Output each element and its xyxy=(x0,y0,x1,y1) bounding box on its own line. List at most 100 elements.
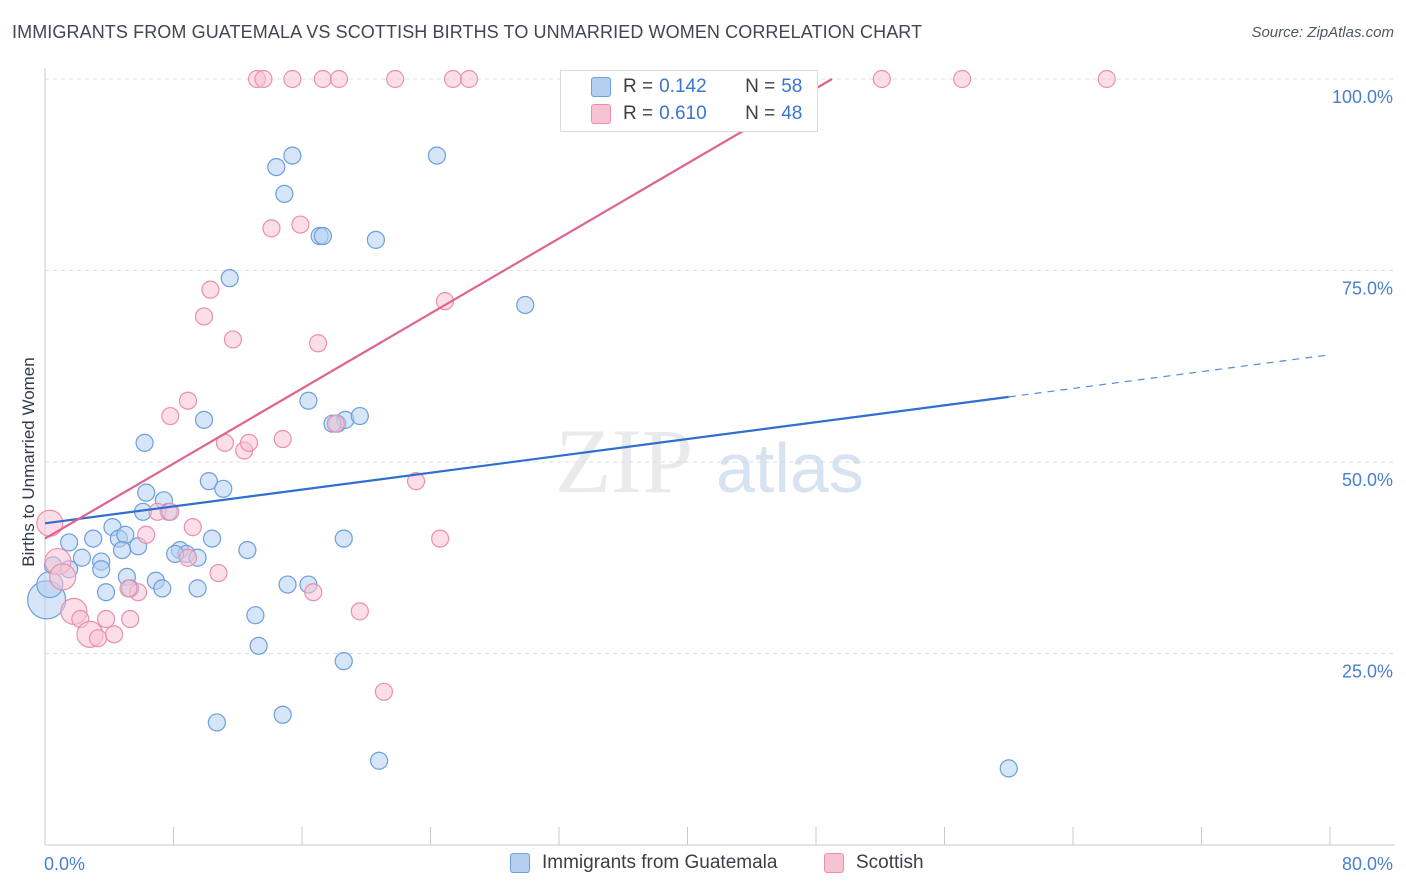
guatemala-point xyxy=(334,652,353,671)
guatemala-swatch xyxy=(510,853,530,873)
scottish-point xyxy=(262,219,281,238)
legend-row-guatemala: R = 0.142 N = 58 xyxy=(561,74,802,100)
scottish-point xyxy=(239,433,259,452)
guatemala-point xyxy=(202,529,222,548)
scottish-point xyxy=(953,69,972,89)
trend-lines xyxy=(44,78,1331,540)
legend-r-value: 0.610 xyxy=(659,103,707,124)
y-axis-title: Births to Unmarried Women xyxy=(19,357,38,566)
guatemala-point xyxy=(188,579,207,598)
scottish-point xyxy=(350,602,369,621)
scottish-point xyxy=(178,391,198,410)
guatemala-point xyxy=(137,483,156,502)
legend-r-label: R = xyxy=(623,76,654,97)
scottish-point xyxy=(183,518,202,537)
watermark-atlas: atlas xyxy=(716,429,864,507)
guatemala-point xyxy=(278,575,297,594)
chart-title: IMMIGRANTS FROM GUATEMALA VS SCOTTISH BI… xyxy=(12,22,923,42)
guatemala-point xyxy=(214,479,233,498)
guatemala-trend-line xyxy=(44,395,1009,525)
legend-r-label: R = xyxy=(623,103,654,124)
scottish-point xyxy=(431,529,450,548)
scottish-point xyxy=(209,563,228,583)
scottish-point xyxy=(273,429,292,449)
scottish-point xyxy=(201,280,220,299)
scottish-swatch xyxy=(824,853,844,873)
scottish-point xyxy=(161,406,180,426)
scottish-point xyxy=(104,625,124,644)
scottish-point xyxy=(96,609,116,629)
y-tick-label: 75.0% xyxy=(1342,279,1393,299)
legend-r-value: 0.142 xyxy=(659,76,707,97)
scottish-point xyxy=(313,69,332,89)
scottish-point xyxy=(308,334,328,353)
legend-label-guatemala: Immigrants from Guatemala xyxy=(542,852,778,873)
y-tick-label: 100.0% xyxy=(1332,87,1393,107)
guatemala-point xyxy=(249,636,268,655)
scottish-point xyxy=(254,69,273,89)
scottish-point xyxy=(88,629,108,648)
guatemala-point xyxy=(246,606,265,625)
guatemala-point xyxy=(275,184,294,203)
scottish-point xyxy=(291,215,310,234)
guatemala-point xyxy=(299,391,318,410)
guatemala-point xyxy=(999,759,1018,778)
legend-n-value: 48 xyxy=(781,103,803,124)
scottish-point xyxy=(329,69,349,89)
source-label: Source: ZipAtlas.com xyxy=(1251,24,1394,41)
scottish-point xyxy=(406,472,426,491)
scottish-point xyxy=(49,563,77,591)
correlation-legend: R = 0.142 N = 58 R = 0.610 N = 48 xyxy=(560,70,818,132)
scottish-point xyxy=(119,579,138,598)
axis-labels: 25.0% 50.0% 75.0% 100.0% 0.0% 80.0% Births to … xyxy=(19,87,1393,874)
guatemala-point xyxy=(350,406,369,426)
guatemala-point xyxy=(238,540,257,560)
guatemala-point xyxy=(194,410,214,429)
scottish-point xyxy=(374,682,394,701)
legend-label-scottish: Scottish xyxy=(856,852,924,873)
scottish-swatch xyxy=(591,104,611,124)
bottom-legend-scottish: Scottish xyxy=(824,852,924,874)
legend-n-label: N = xyxy=(745,76,776,97)
guatemala-point xyxy=(516,295,535,315)
guatemala-swatch xyxy=(591,77,611,97)
guatemala-point xyxy=(72,548,92,567)
guatemala-point xyxy=(199,472,218,491)
scottish-point xyxy=(459,69,479,89)
guatemala-trend-extension xyxy=(1008,354,1331,398)
guatemala-point xyxy=(283,146,302,165)
guatemala-point xyxy=(334,529,353,548)
scottish-point xyxy=(137,525,156,544)
legend-n-label: N = xyxy=(745,103,776,124)
y-tick-label: 25.0% xyxy=(1342,662,1393,682)
scottish-point xyxy=(283,69,302,89)
guatemala-point xyxy=(96,583,116,602)
legend-row-scottish: R = 0.610 N = 48 xyxy=(561,101,802,127)
scottish-point xyxy=(1097,69,1116,89)
guatemala-point xyxy=(59,533,79,552)
guatemala-point xyxy=(366,230,385,249)
grid-lines xyxy=(45,78,1395,654)
watermark-zip: ZIP xyxy=(555,410,693,512)
legend-n-value: 58 xyxy=(781,76,803,97)
guatemala-point xyxy=(135,433,154,452)
bottom-legend-guatemala: Immigrants from Guatemala xyxy=(510,852,777,874)
x-tick-label: 80.0% xyxy=(1342,854,1393,874)
guatemala-point xyxy=(427,146,447,165)
scottish-trend-line xyxy=(44,78,833,540)
scottish-point xyxy=(443,69,463,89)
y-tick-label: 50.0% xyxy=(1342,470,1393,490)
scottish-point xyxy=(326,414,345,433)
scottish-point xyxy=(223,330,243,349)
scottish-points xyxy=(36,69,1116,701)
scottish-point xyxy=(194,307,214,326)
x-tick-label: 0.0% xyxy=(44,854,85,874)
guatemala-point xyxy=(273,705,292,724)
guatemala-point xyxy=(220,269,239,288)
guatemala-point xyxy=(112,540,132,560)
guatemala-point xyxy=(207,713,226,732)
guatemala-point xyxy=(370,751,389,770)
scottish-point xyxy=(178,548,198,567)
scottish-point xyxy=(121,609,140,629)
